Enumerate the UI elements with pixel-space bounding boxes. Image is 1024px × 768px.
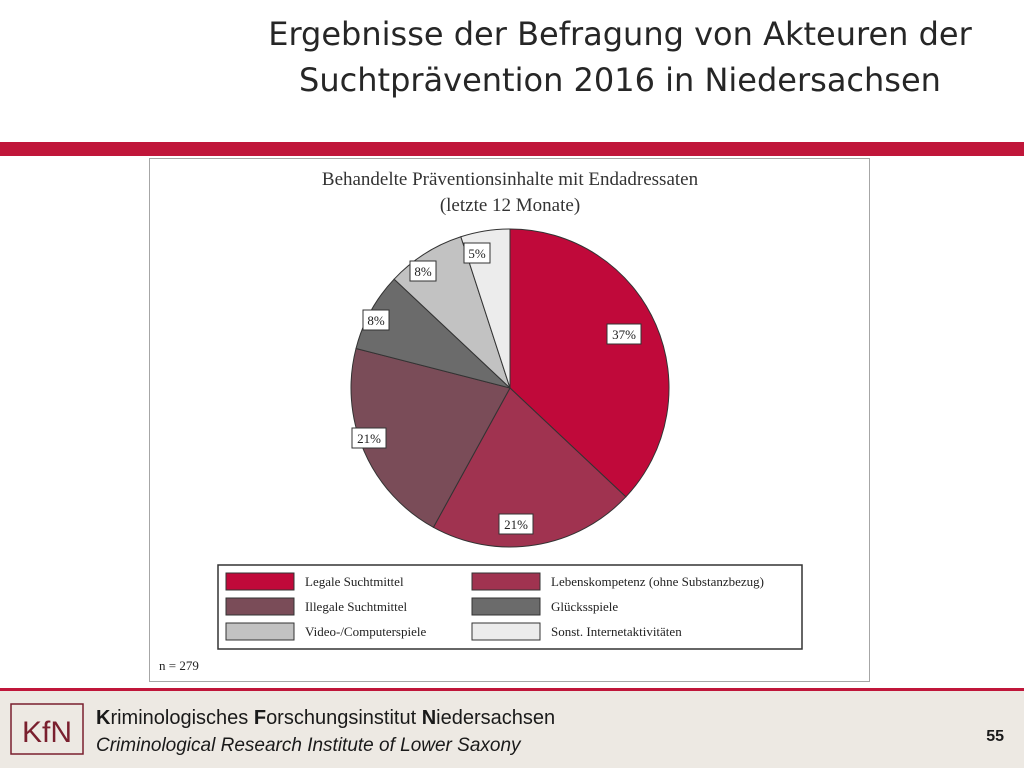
legend-swatch-1 — [471, 572, 541, 591]
legend-swatch-3 — [471, 597, 541, 616]
slice-label-1: 21% — [504, 517, 528, 532]
legend-swatch-2 — [225, 597, 295, 616]
slice-label-box-1 — [498, 513, 534, 535]
page-number: 55 — [986, 728, 1004, 745]
pie-slice-0 — [509, 228, 670, 498]
legend-label-1: Lebenskompetenz (ohne Substanzbezug) — [551, 574, 764, 589]
footer — [0, 688, 1024, 768]
footer-accent-line — [0, 688, 1024, 691]
legend-label-0: Legale Suchtmittel — [305, 574, 404, 589]
slice-label-box-0 — [606, 323, 642, 345]
institute-name-de: Kriminologisches Forschungsinstitut Nied… — [96, 707, 556, 729]
sample-size-note: n = 279 — [159, 658, 199, 673]
pie-slice-2 — [350, 347, 511, 529]
pie-slice-5 — [460, 228, 511, 389]
legend-label-3: Glücksspiele — [551, 599, 618, 614]
legend-swatch-5 — [471, 622, 541, 641]
chart-frame: Behandelte Präventionsinhalte mit Endadr… — [149, 158, 870, 682]
legend-swatch-4 — [225, 622, 295, 641]
chart-title: Behandelte Präventionsinhalte mit Endadr… — [322, 169, 699, 190]
slice-label-box-3 — [362, 309, 390, 331]
legend-label-5: Sonst. Internetaktivitäten — [551, 624, 682, 639]
title-accent-band — [0, 142, 1024, 156]
legend-label-2: Illegale Suchtmittel — [305, 599, 408, 614]
slice-label-box-5 — [463, 242, 491, 264]
slice-label-0: 37% — [612, 327, 636, 342]
slice-label-2: 21% — [357, 431, 381, 446]
slide-title-line-2: Suchtprävention 2016 in Niedersachsen — [299, 61, 941, 99]
legend-swatch-0 — [225, 572, 295, 591]
svg-text:KfN: KfN — [22, 716, 72, 749]
slide-title-line-1: Ergebnisse der Befragung von Akteuren de… — [268, 15, 972, 53]
pie-chart: Behandelte Präventionsinhalte mit Endadr… — [159, 169, 803, 673]
legend-label-4: Video-/Computerspiele — [305, 624, 426, 639]
slice-label-box-4 — [409, 260, 437, 282]
kfn-logo: KfN — [10, 703, 84, 755]
institute-name-en: Criminological Research Institute of Low… — [96, 735, 521, 756]
pie-slice-1 — [432, 387, 627, 548]
slice-label-5: 5% — [468, 246, 486, 261]
chart-subtitle: (letzte 12 Monate) — [440, 195, 580, 216]
slice-label-box-2 — [351, 427, 387, 449]
slice-label-3: 8% — [367, 313, 385, 328]
slice-label-4: 8% — [414, 264, 432, 279]
